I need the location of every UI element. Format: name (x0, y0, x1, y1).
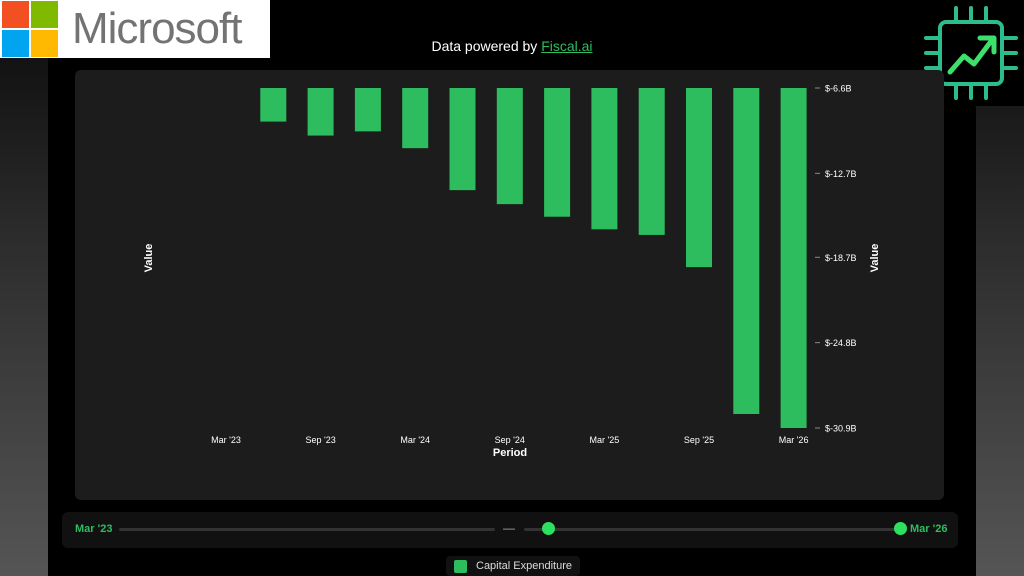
range-end-handle[interactable] (893, 522, 907, 535)
bar-jun-24[interactable] (449, 88, 476, 191)
microsoft-wordmark: Microsoft (72, 4, 242, 53)
bar-mar-26[interactable] (780, 88, 807, 428)
bar-sep-23[interactable] (307, 88, 334, 136)
x-tick-label: Mar '24 (400, 435, 430, 445)
y-tick-label: $-18.7B (825, 253, 857, 263)
bar-dec-24[interactable] (544, 88, 571, 217)
bar-sep-25[interactable] (686, 88, 712, 268)
chip-growth-icon (924, 6, 1018, 100)
bar-jun-25[interactable] (638, 88, 665, 235)
capex-bar-chart: $-6.6B $-12.7B $-18.7B $-24.8B $-30.9B Mar '… (143, 84, 881, 460)
y-axis-label-left: Value (143, 244, 155, 273)
legend-swatch (454, 559, 467, 573)
x-tick-label: Sep '24 (495, 435, 525, 445)
powered-by-text: Data powered by (431, 38, 542, 54)
chart-legend[interactable]: Capital Expenditure (446, 556, 581, 576)
microsoft-squares-icon (2, 1, 58, 57)
microsoft-logo: Microsoft (0, 0, 270, 58)
bar-mar-25[interactable] (591, 88, 618, 230)
chart-panel: $-6.6B $-12.7B $-18.7B $-24.8B $-30.9B Mar '… (75, 70, 944, 500)
bars-group (260, 88, 807, 428)
bar-dec-23[interactable] (354, 88, 381, 132)
left-backdrop (0, 0, 48, 576)
range-slider: Mar '23 — Mar '26 (62, 512, 958, 548)
range-start-label: Mar '23 (75, 523, 113, 535)
fiscal-ai-link[interactable]: Fiscal.ai (541, 38, 593, 54)
range-track-left[interactable] (119, 528, 495, 531)
y-tick-label: $-6.6B (825, 84, 852, 94)
legend-label: Capital Expenditure (476, 560, 573, 572)
y-tick-label: $-24.8B (825, 338, 857, 348)
x-tick-label: Mar '26 (779, 435, 809, 445)
x-axis-label: Period (493, 447, 527, 459)
x-axis: Mar '23 Sep '23 Mar '24 Sep '24 Mar '25 Sep '… (211, 435, 808, 445)
y-tick-label: $-12.7B (825, 169, 857, 179)
x-tick-label: Mar '25 (590, 435, 620, 445)
y-tick-label: $-30.9B (825, 424, 857, 434)
range-track-right[interactable] (524, 528, 900, 531)
x-tick-label: Sep '25 (684, 435, 714, 445)
y-axis-label-right: Value (869, 244, 881, 273)
range-start-handle[interactable] (542, 522, 556, 535)
x-tick-label: Sep '23 (305, 435, 335, 445)
y-axis: $-6.6B $-12.7B $-18.7B $-24.8B $-30.9B (815, 84, 857, 434)
bar-dec-25[interactable] (733, 88, 760, 415)
bar-sep-24[interactable] (496, 88, 523, 205)
powered-by-line: Data powered by Fiscal.ai (0, 38, 1024, 54)
range-separator: — (503, 521, 515, 535)
x-tick-label: Mar '23 (211, 435, 241, 445)
range-end-label: Mar '26 (910, 523, 948, 535)
bar-jun-23[interactable] (260, 88, 287, 122)
bar-mar-24[interactable] (402, 88, 429, 149)
